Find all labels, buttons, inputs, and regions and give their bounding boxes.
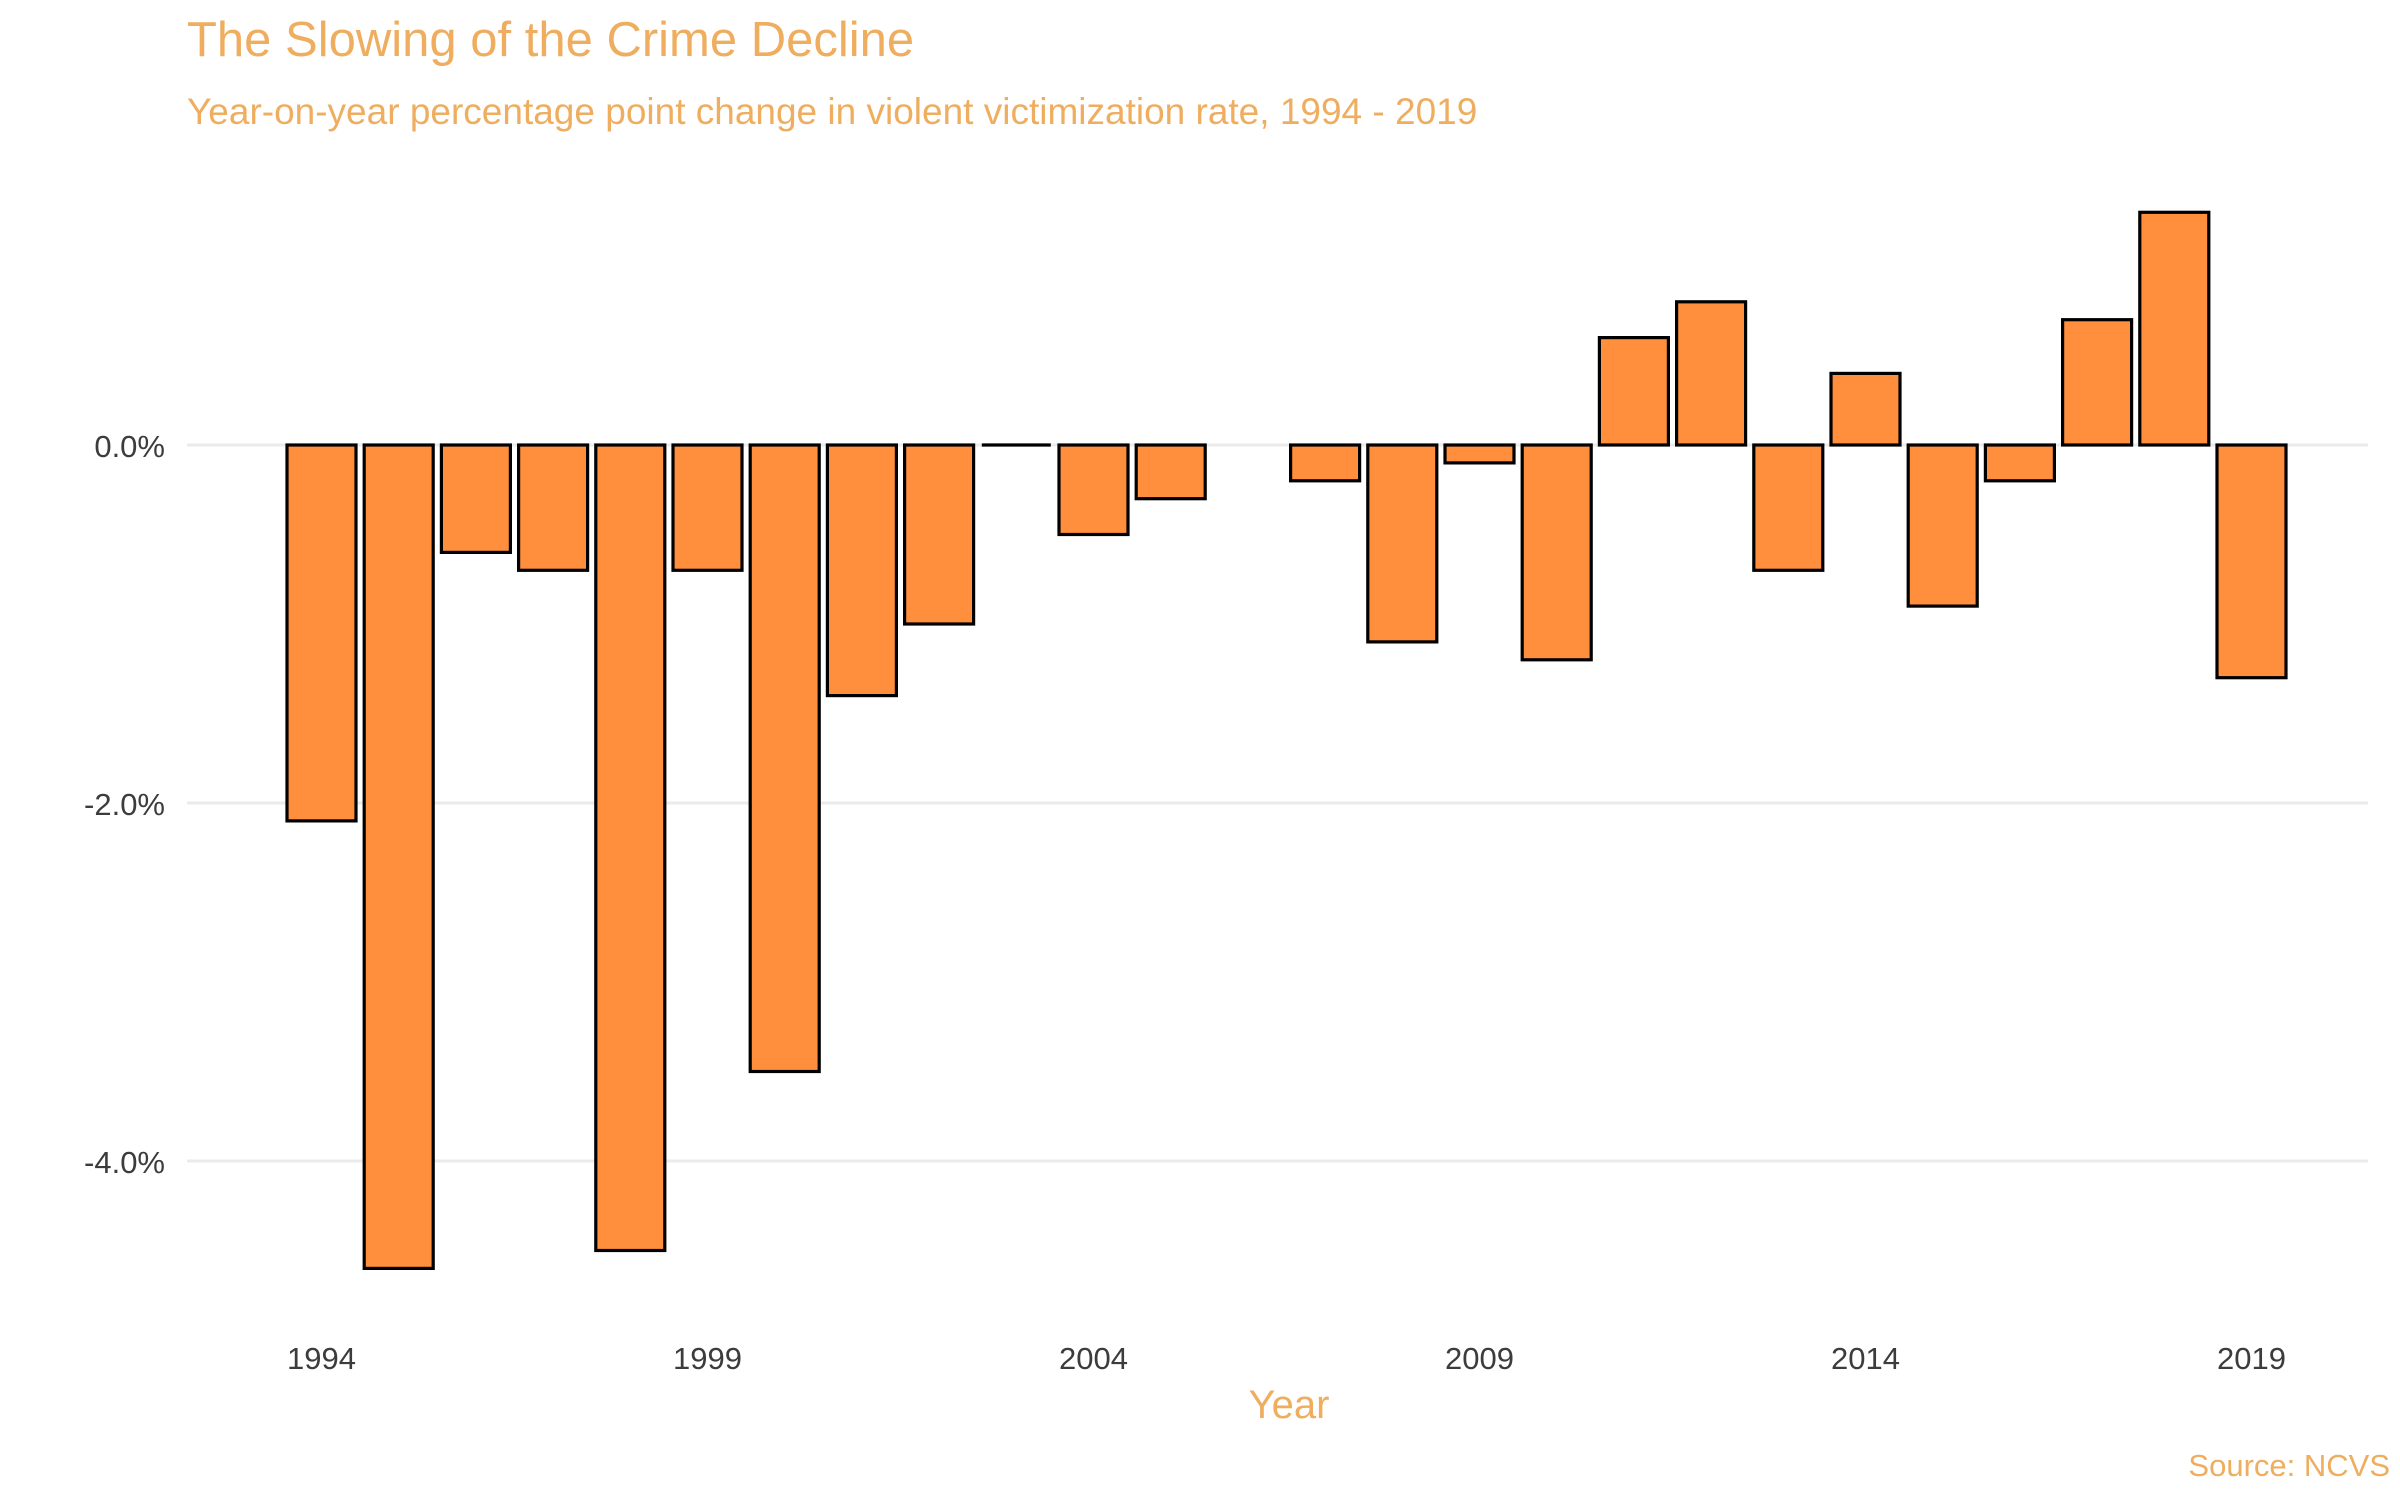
bar-2007 — [1288, 443, 1362, 483]
bar-1996 — [439, 443, 512, 555]
x-tick-label: 1999 — [673, 1341, 742, 1376]
chart-title: The Slowing of the Crime Decline — [187, 13, 914, 67]
bar-2005 — [1134, 443, 1207, 501]
bar-2001 — [825, 443, 899, 698]
x-tick-label: 2014 — [1831, 1341, 1900, 1376]
gridlines — [187, 443, 2368, 1163]
x-tick-label: 2004 — [1059, 1341, 1128, 1376]
y-tick-label: 0.0% — [94, 429, 165, 464]
bar-1999 — [671, 443, 744, 572]
bar-2008 — [1366, 443, 1439, 644]
y-tick-label: -4.0% — [84, 1145, 165, 1180]
x-tick-label: 2019 — [2217, 1341, 2286, 1376]
bar-1994 — [285, 443, 358, 823]
bar-2018 — [2138, 210, 2211, 447]
bar-1997 — [516, 443, 590, 572]
bar-1995 — [362, 443, 435, 1271]
bar-2010 — [1520, 443, 1593, 662]
bar-2016 — [1983, 443, 2057, 483]
bar-2012 — [1674, 300, 1748, 447]
bar-2009 — [1443, 443, 1516, 465]
chart-caption: Source: NCVS — [2188, 1448, 2390, 1483]
bar-2019 — [2215, 443, 2288, 680]
x-tick-label: 1994 — [287, 1341, 356, 1376]
bar-2015 — [1906, 443, 1979, 608]
x-axis-ticks: 1994 1999 2004 2009 2014 2019 — [287, 1341, 2286, 1376]
y-axis-ticks: 0.0% -2.0% -4.0% — [84, 429, 165, 1180]
x-axis-label: Year — [1249, 1383, 1330, 1427]
bar-2013 — [1752, 443, 1825, 572]
chart-subtitle: Year-on-year percentage point change in … — [187, 91, 1477, 132]
bar-2017 — [2061, 318, 2134, 447]
x-tick-label: 2009 — [1445, 1341, 1514, 1376]
y-tick-label: -2.0% — [84, 787, 165, 822]
bar-2000 — [748, 443, 821, 1074]
bar-2014 — [1829, 371, 1902, 447]
bar-1998 — [594, 443, 667, 1253]
bars — [285, 210, 2288, 1271]
bar-2004 — [1057, 443, 1130, 537]
bar-2011 — [1597, 336, 1671, 447]
bar-2002 — [902, 443, 976, 626]
